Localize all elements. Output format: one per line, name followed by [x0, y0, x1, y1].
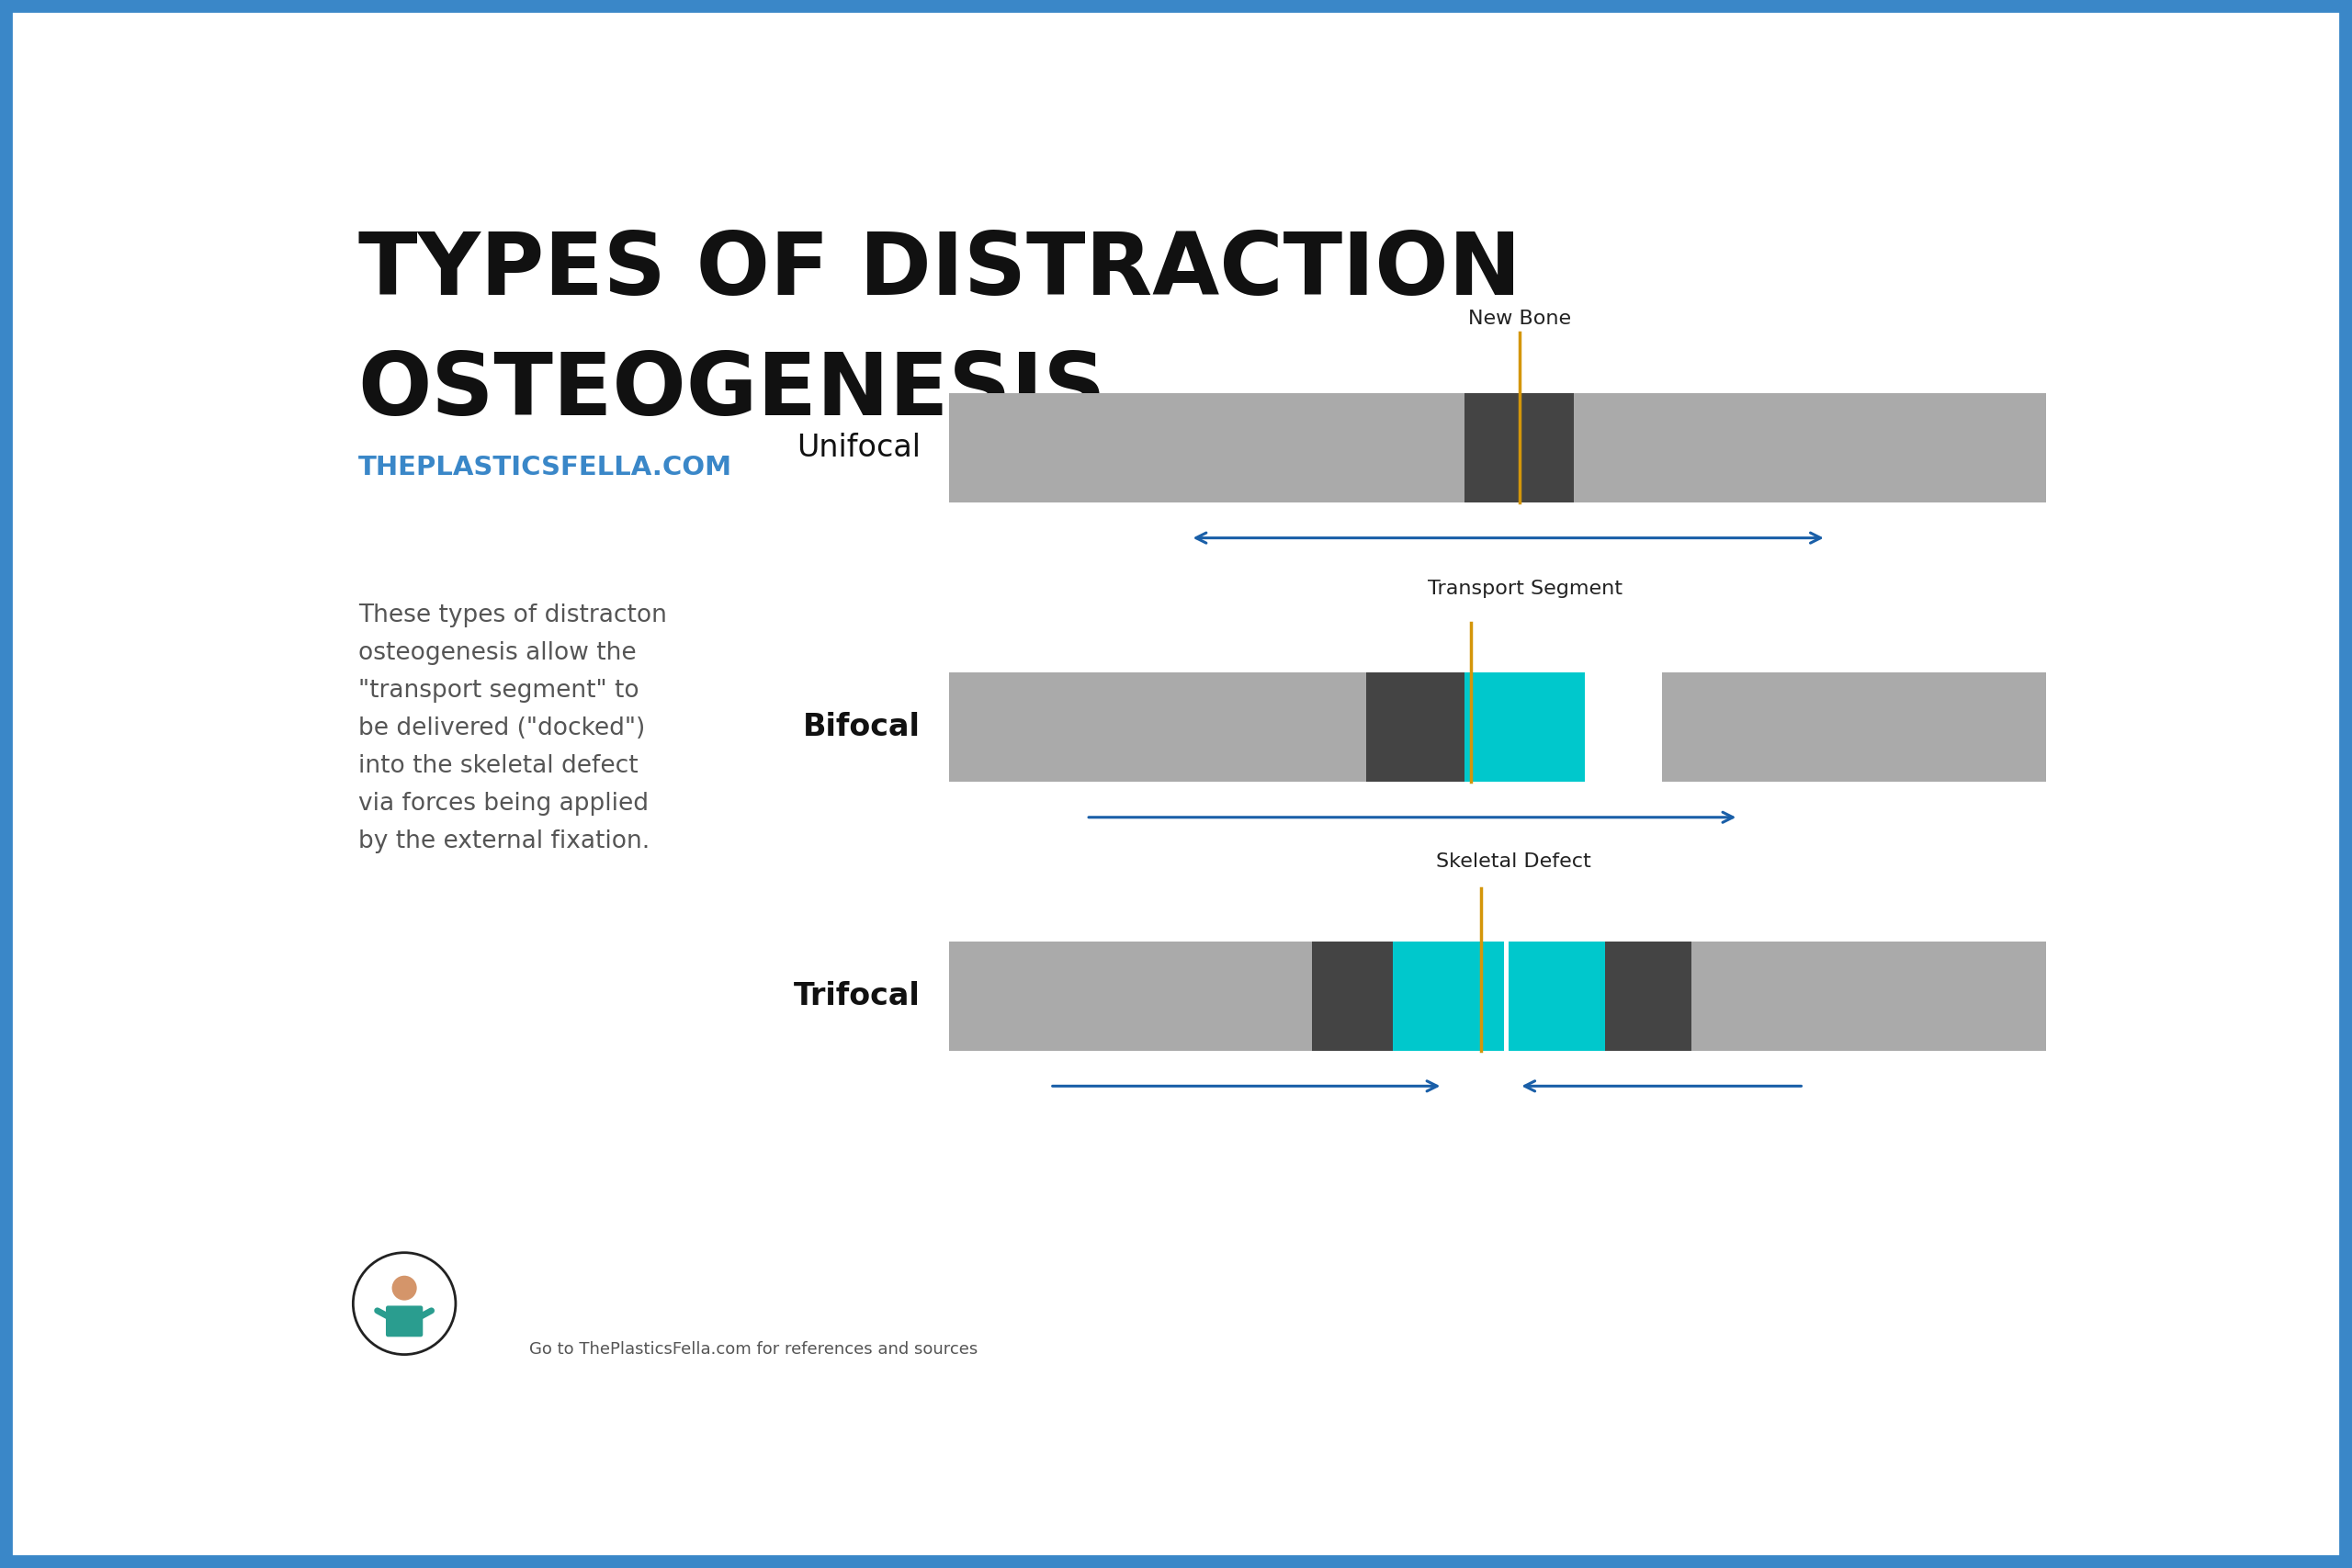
Bar — [1663, 673, 2046, 782]
Bar — [1508, 941, 2046, 1051]
Bar — [1508, 941, 1604, 1051]
Text: OSTEOGENESIS: OSTEOGENESIS — [358, 348, 1105, 433]
Text: Go to ThePlasticsFella.com for references and sources: Go to ThePlasticsFella.com for reference… — [529, 1341, 978, 1358]
Bar — [1465, 673, 1585, 782]
FancyBboxPatch shape — [386, 1306, 423, 1338]
Bar — [1465, 394, 1573, 503]
Text: Transport Segment: Transport Segment — [1428, 580, 1623, 597]
Circle shape — [353, 1253, 456, 1355]
Bar — [950, 673, 1498, 782]
Text: Bifocal: Bifocal — [802, 712, 920, 742]
Text: These types of distracton
osteogenesis allow the
"transport segment" to
be deliv: These types of distracton osteogenesis a… — [358, 604, 666, 853]
Bar — [1367, 673, 1465, 782]
Bar — [1604, 941, 1691, 1051]
Bar — [950, 394, 2046, 503]
Text: Unifocal: Unifocal — [797, 433, 920, 463]
Text: TYPES OF DISTRACTION: TYPES OF DISTRACTION — [358, 229, 1522, 314]
Bar — [1392, 941, 1503, 1051]
Circle shape — [393, 1276, 416, 1300]
Text: Trifocal: Trifocal — [795, 980, 920, 1011]
Text: Skeletal Defect: Skeletal Defect — [1437, 851, 1592, 870]
Bar — [1312, 941, 1392, 1051]
Bar — [950, 941, 1454, 1051]
Text: THEPLASTICSFELLA.COM: THEPLASTICSFELLA.COM — [358, 455, 731, 480]
Text: New Bone: New Bone — [1468, 309, 1571, 328]
